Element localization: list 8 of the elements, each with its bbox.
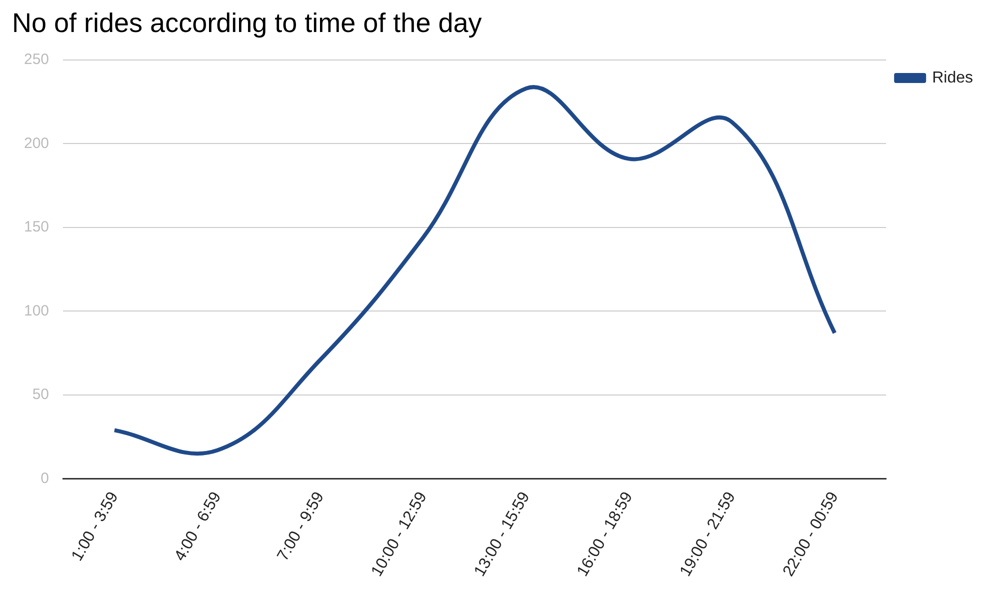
- legend-label: Rides: [932, 69, 973, 86]
- y-tick-label: 50: [32, 386, 50, 404]
- y-tick-label: 0: [40, 470, 50, 487]
- y-tick-label: 200: [24, 134, 50, 152]
- chart-title: No of rides according to time of the day: [12, 8, 482, 39]
- y-tick-label: 100: [24, 302, 50, 320]
- y-tick-label: 150: [24, 218, 50, 236]
- y-tick-label: 250: [24, 51, 50, 68]
